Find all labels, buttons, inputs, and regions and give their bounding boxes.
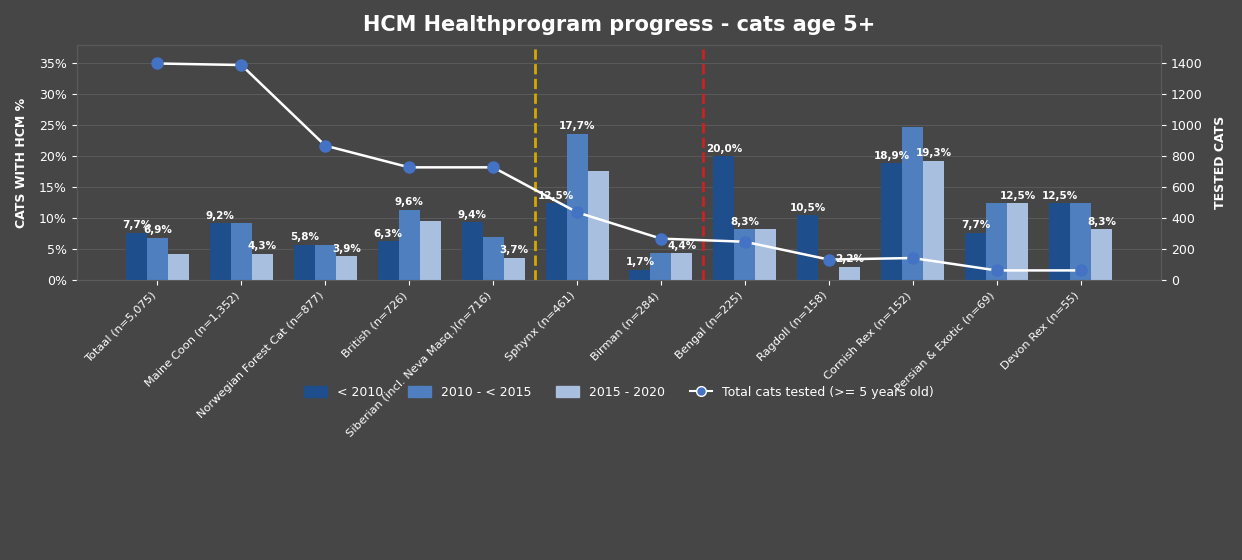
Text: 9,4%: 9,4%: [457, 210, 487, 220]
Text: 19,3%: 19,3%: [915, 148, 951, 158]
Bar: [231, 223, 252, 281]
Bar: [210, 223, 231, 281]
Bar: [651, 253, 672, 281]
Text: 7,7%: 7,7%: [961, 220, 990, 230]
Bar: [713, 156, 734, 281]
Text: 3,7%: 3,7%: [499, 245, 529, 255]
Text: 8,3%: 8,3%: [730, 217, 759, 227]
Text: 4,4%: 4,4%: [667, 241, 697, 251]
Text: 3,9%: 3,9%: [332, 244, 360, 254]
Text: 7,7%: 7,7%: [122, 220, 152, 230]
Bar: [566, 133, 587, 281]
Text: 5,8%: 5,8%: [289, 232, 319, 242]
Bar: [147, 237, 168, 281]
Bar: [1071, 203, 1090, 281]
Text: 12,5%: 12,5%: [1042, 190, 1078, 200]
Title: HCM Healthprogram progress - cats age 5+: HCM Healthprogram progress - cats age 5+: [363, 15, 876, 35]
Text: 18,9%: 18,9%: [873, 151, 910, 161]
Bar: [965, 233, 986, 281]
Text: 9,2%: 9,2%: [206, 211, 235, 221]
Text: 6,3%: 6,3%: [374, 229, 402, 239]
Bar: [1007, 203, 1028, 281]
Text: 8,3%: 8,3%: [1087, 217, 1117, 227]
Bar: [630, 270, 651, 281]
Bar: [335, 256, 356, 281]
Bar: [672, 253, 693, 281]
Text: 6,9%: 6,9%: [143, 225, 171, 235]
Bar: [986, 203, 1007, 281]
Text: 17,7%: 17,7%: [559, 121, 595, 131]
Bar: [1090, 229, 1112, 281]
Y-axis label: CATS WITH HCM %: CATS WITH HCM %: [15, 97, 29, 228]
Bar: [734, 229, 755, 281]
Text: 1,7%: 1,7%: [626, 258, 655, 268]
Bar: [378, 241, 399, 281]
Text: 4,3%: 4,3%: [248, 241, 277, 251]
Bar: [882, 164, 902, 281]
Bar: [314, 245, 335, 281]
Bar: [840, 267, 861, 281]
Y-axis label: TESTED CATS: TESTED CATS: [1213, 116, 1227, 209]
Bar: [902, 127, 923, 281]
Bar: [420, 221, 441, 281]
Text: 20,0%: 20,0%: [705, 144, 741, 154]
Text: 10,5%: 10,5%: [790, 203, 826, 213]
Bar: [125, 233, 147, 281]
Text: 2,2%: 2,2%: [836, 254, 864, 264]
Text: 9,6%: 9,6%: [395, 197, 424, 207]
Bar: [462, 222, 483, 281]
Bar: [797, 216, 818, 281]
Bar: [483, 237, 503, 281]
Legend: < 2010, 2010 - < 2015, 2015 - 2020, Total cats tested (>= 5 years old): < 2010, 2010 - < 2015, 2015 - 2020, Tota…: [299, 381, 939, 404]
Bar: [587, 171, 609, 281]
Bar: [294, 245, 314, 281]
Bar: [503, 258, 524, 281]
Bar: [399, 210, 420, 281]
Text: 12,5%: 12,5%: [538, 190, 574, 200]
Bar: [923, 161, 944, 281]
Bar: [1049, 203, 1071, 281]
Bar: [755, 229, 776, 281]
Bar: [545, 203, 566, 281]
Bar: [252, 254, 273, 281]
Bar: [168, 254, 189, 281]
Text: 12,5%: 12,5%: [1000, 190, 1036, 200]
